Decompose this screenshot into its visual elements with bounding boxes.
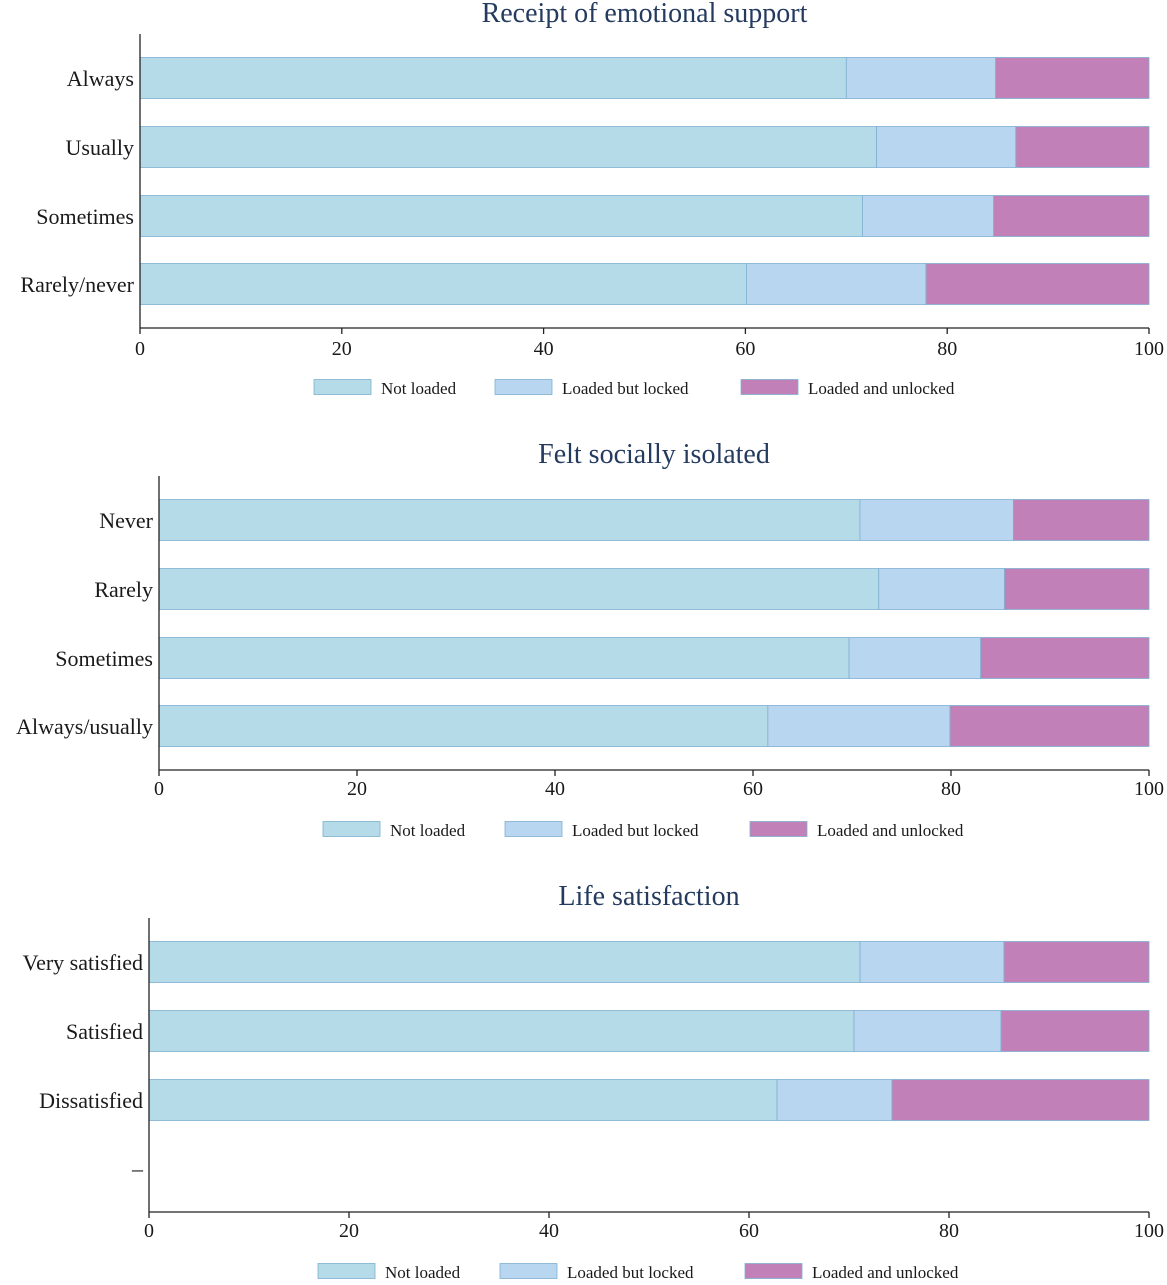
category-label-3-3: Dissatisfied — [39, 1088, 143, 1113]
category-label-1-2: Usually — [66, 135, 134, 160]
bar-loaded-but-locked-2-4 — [767, 705, 951, 747]
x-tick-label-3-3: 40 — [539, 1220, 559, 1242]
chart-title-1: Receipt of emotional support — [482, 0, 808, 29]
bar-not-loaded-3-2 — [148, 1010, 855, 1052]
category-label-2-1: Never — [99, 508, 153, 533]
x-tick-label-3-5: 80 — [939, 1220, 959, 1242]
bar-loaded-and-unlocked-3-3 — [891, 1079, 1150, 1121]
bar-loaded-but-locked-3-3 — [776, 1079, 893, 1121]
x-tick-label-2-4: 60 — [743, 778, 763, 800]
category-label-2-3: Sometimes — [55, 646, 153, 671]
bar-loaded-but-locked-1-1 — [845, 57, 997, 99]
bar-loaded-and-unlocked-3-2 — [1000, 1010, 1150, 1052]
legend-label-loaded-but-locked-1: Loaded but locked — [562, 379, 689, 398]
legend-swatch-loaded-but-locked-1 — [494, 379, 553, 395]
bar-not-loaded-3-1 — [148, 941, 861, 983]
x-tick-label-2-1: 0 — [154, 778, 164, 800]
legend-swatch-loaded-but-locked-3 — [499, 1263, 558, 1279]
legend-label-loaded-and-unlocked-1: Loaded and unlocked — [808, 379, 955, 398]
x-tick-label-1-4: 60 — [735, 338, 755, 360]
category-label-1-4: Rarely/never — [20, 272, 134, 297]
legend-label-loaded-but-locked-2: Loaded but locked — [572, 821, 699, 840]
bar-loaded-but-locked-2-2 — [878, 568, 1005, 610]
bar-loaded-and-unlocked-1-2 — [1015, 126, 1150, 168]
bar-loaded-and-unlocked-2-2 — [1004, 568, 1150, 610]
category-label-1-3: Sometimes — [36, 204, 134, 229]
x-tick-label-3-4: 60 — [739, 1220, 759, 1242]
bar-loaded-but-locked-2-1 — [859, 499, 1014, 541]
x-tick-label-1-3: 40 — [534, 338, 554, 360]
bar-not-loaded-1-1 — [139, 57, 847, 99]
bar-loaded-and-unlocked-2-4 — [949, 705, 1150, 747]
bar-loaded-and-unlocked-3-1 — [1003, 941, 1150, 983]
x-tick-label-2-2: 20 — [347, 778, 367, 800]
bar-loaded-but-locked-3-1 — [859, 941, 1005, 983]
bar-loaded-but-locked-2-3 — [848, 637, 982, 679]
category-label-2-4: Always/usually — [16, 714, 153, 739]
x-tick-label-2-3: 40 — [545, 778, 565, 800]
category-label-1-1: Always — [67, 66, 134, 91]
chart-title-3: Life satisfaction — [558, 881, 739, 912]
legend-swatch-loaded-and-unlocked-2 — [749, 821, 808, 837]
legend-swatch-not-loaded-3 — [317, 1263, 376, 1279]
chart-title-2: Felt socially isolated — [538, 439, 770, 470]
bar-not-loaded-3-3 — [148, 1079, 778, 1121]
category-label-2-2: Rarely — [94, 577, 153, 602]
legend-label-loaded-and-unlocked-3: Loaded and unlocked — [812, 1263, 959, 1280]
x-tick-label-1-2: 20 — [332, 338, 352, 360]
legend-swatch-not-loaded-1 — [313, 379, 372, 395]
bar-not-loaded-2-4 — [158, 705, 769, 747]
x-tick-label-3-2: 20 — [339, 1220, 359, 1242]
bar-loaded-and-unlocked-2-3 — [980, 637, 1150, 679]
x-tick-label-3-1: 0 — [144, 1220, 154, 1242]
bar-loaded-but-locked-1-2 — [876, 126, 1017, 168]
legend-label-loaded-but-locked-3: Loaded but locked — [567, 1263, 694, 1280]
bar-loaded-and-unlocked-1-3 — [993, 195, 1150, 237]
bar-not-loaded-2-2 — [158, 568, 880, 610]
legend-label-not-loaded-3: Not loaded — [385, 1263, 461, 1280]
category-label-3-2: Satisfied — [66, 1019, 143, 1044]
category-label-3-4: – — [131, 1156, 144, 1181]
bar-not-loaded-1-3 — [139, 195, 863, 237]
bar-loaded-and-unlocked-2-1 — [1012, 499, 1150, 541]
bar-not-loaded-1-2 — [139, 126, 877, 168]
x-tick-label-2-6: 100 — [1134, 778, 1164, 800]
x-tick-label-3-6: 100 — [1134, 1220, 1164, 1242]
legend-swatch-not-loaded-2 — [322, 821, 381, 837]
legend-swatch-loaded-and-unlocked-3 — [744, 1263, 803, 1279]
x-tick-label-1-6: 100 — [1134, 338, 1164, 360]
legend-swatch-loaded-but-locked-2 — [504, 821, 563, 837]
bar-loaded-and-unlocked-1-4 — [925, 263, 1150, 305]
legend-swatch-loaded-and-unlocked-1 — [740, 379, 799, 395]
bar-not-loaded-2-3 — [158, 637, 850, 679]
legend-label-not-loaded-2: Not loaded — [390, 821, 466, 840]
legend-label-not-loaded-1: Not loaded — [381, 379, 457, 398]
legend-label-loaded-and-unlocked-2: Loaded and unlocked — [817, 821, 964, 840]
x-tick-label-1-5: 80 — [937, 338, 957, 360]
x-tick-label-1-1: 0 — [135, 338, 145, 360]
bar-loaded-but-locked-1-3 — [862, 195, 995, 237]
bar-loaded-but-locked-3-2 — [853, 1010, 1002, 1052]
category-label-3-1: Very satisfied — [23, 950, 143, 975]
bar-loaded-but-locked-1-4 — [746, 263, 927, 305]
x-tick-label-2-5: 80 — [941, 778, 961, 800]
bar-not-loaded-1-4 — [139, 263, 747, 305]
bar-not-loaded-2-1 — [158, 499, 861, 541]
bar-loaded-and-unlocked-1-1 — [995, 57, 1150, 99]
